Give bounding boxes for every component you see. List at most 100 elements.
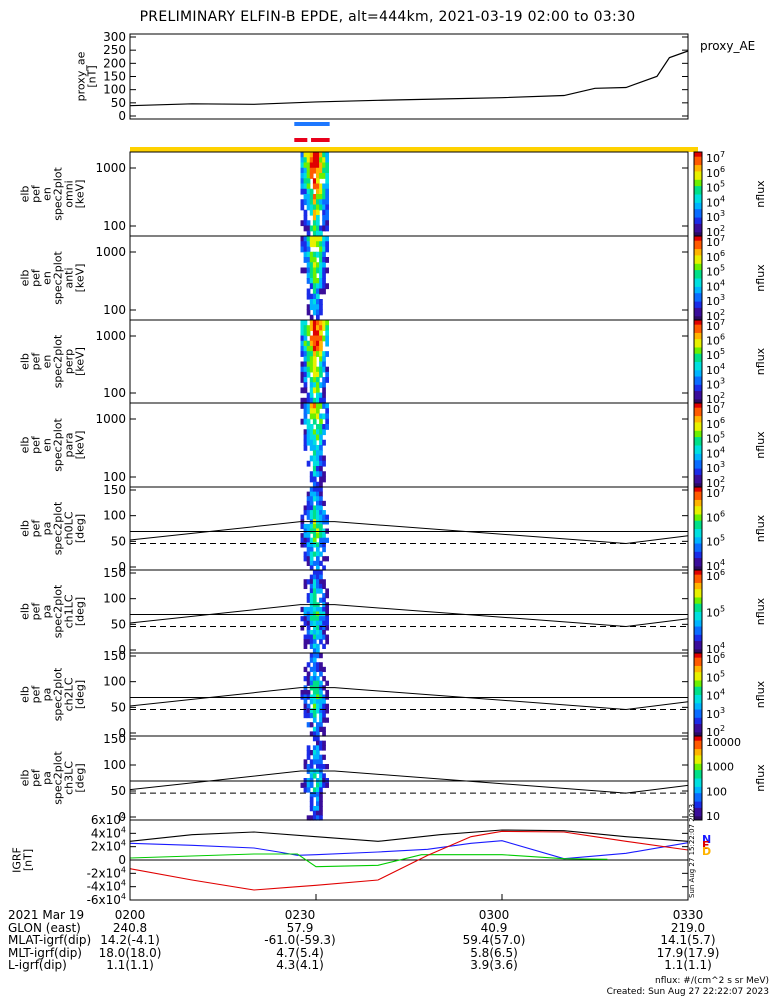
spectrogram-pixel (312, 361, 317, 368)
footer-row-label: MLAT-igrf(dip) (8, 933, 92, 947)
spectrogram-pixel (325, 225, 329, 232)
spectrogram-pixel (322, 782, 326, 788)
colorbar-step (694, 723, 702, 727)
spectrogram-pixel (312, 366, 317, 373)
colorbar-tick-label: 105 (706, 534, 725, 549)
spectrogram-pixel (319, 754, 323, 760)
spectrogram-pixel (316, 194, 320, 200)
colorbar-step (694, 392, 702, 396)
spectrogram-pixel (319, 251, 323, 258)
colorbar-step (694, 400, 702, 404)
ylabel-line: en (41, 438, 54, 452)
spectrogram-pixel (316, 583, 320, 590)
spectrogram-pixel (300, 335, 305, 342)
spectrogram-pixel (306, 764, 311, 770)
spectrogram-pixel (303, 759, 308, 765)
colorbar-step (694, 605, 702, 608)
spectrogram-pixel (300, 403, 305, 409)
colorbar-step (694, 551, 702, 554)
y-tick-label: 1000 (95, 412, 126, 426)
spectrogram-pixel (319, 653, 323, 659)
spectrogram-pixel (325, 593, 329, 599)
spectrogram-pixel (312, 439, 317, 446)
spectrogram-pixel (300, 267, 305, 274)
spectrogram-pixel (306, 188, 311, 195)
spectrogram-pixel (319, 262, 323, 269)
colorbar-step (694, 557, 702, 561)
spectrogram-pixel (322, 382, 326, 389)
y-tick-label: 100 (103, 386, 126, 400)
spectrogram-pixel (316, 565, 320, 571)
colorbar-step (694, 684, 702, 687)
spectrogram-pixel (312, 157, 317, 164)
spectrogram-pixel (303, 676, 308, 682)
colorbar-step (694, 673, 702, 677)
spectrogram-pixel (319, 351, 323, 357)
spectrogram-pixel (303, 703, 308, 709)
colorbar-tick-label: 105 (706, 669, 725, 684)
spectrogram-pixel (300, 782, 305, 788)
ylabel-line: spec2plot (52, 501, 65, 555)
spectrogram-pixel (312, 429, 317, 436)
spectrogram-pixel (322, 606, 326, 613)
spectrogram-pixel (303, 505, 308, 511)
spectrogram-pixel (309, 731, 314, 737)
colorbar-step (694, 340, 702, 344)
spectrogram-pixel (312, 620, 317, 626)
spectrogram-pixel (319, 773, 323, 779)
colorbar-step (694, 430, 702, 433)
spectrogram-pixel (316, 309, 320, 316)
colorbar-step (694, 187, 702, 191)
colorbar-label-text: nflux (754, 431, 767, 459)
spectrogram-pixel (316, 450, 320, 457)
colorbar-step (694, 210, 702, 214)
colorbar-tick-label: 106 (706, 416, 725, 431)
colorbar-step (694, 725, 702, 729)
colorbar-step (694, 765, 702, 768)
spectrogram-pixel (312, 676, 317, 682)
colorbar-step (694, 384, 702, 387)
spectrogram-pixel (319, 717, 323, 723)
spectrogram-pixel (325, 209, 329, 216)
spectrogram-pixel (303, 167, 308, 174)
spectrogram-pixel (312, 806, 317, 812)
ylabel-line: omni (63, 180, 76, 207)
igrf-series-N (129, 840, 689, 860)
spectrogram-pixel (312, 634, 317, 640)
colorbar-step (694, 152, 702, 155)
spectrogram-pixel (325, 330, 329, 337)
ylabel-line: [keV] (74, 264, 87, 293)
colorbar-step (694, 403, 702, 406)
colorbar-step (694, 263, 702, 266)
colorbar-step (694, 594, 702, 598)
colorbar-step (694, 284, 702, 287)
spectrogram-pixel (306, 194, 311, 200)
spectrogram-pixel (319, 699, 323, 705)
spectrogram-pixel (322, 356, 326, 363)
colorbar-step (694, 413, 702, 417)
spectrogram-pixel (322, 625, 326, 631)
spectrogram-pixel (300, 361, 305, 368)
colorbar-step (694, 466, 702, 469)
colorbar-step (694, 621, 702, 625)
spectrogram-pixel (316, 523, 320, 530)
spectrogram-pixel (309, 496, 314, 502)
ylabel-proxy_ae: proxy_ae[nT] (75, 51, 99, 101)
spectrogram-pixel (312, 236, 317, 242)
spectrogram-pixel (306, 157, 311, 164)
spectrogram-pixel (309, 471, 314, 478)
colorbar-step (694, 440, 702, 444)
colorbar-step (694, 278, 702, 281)
colorbar-step (694, 596, 702, 600)
spectrogram-pixel (316, 634, 320, 640)
spectrogram-pixel (316, 314, 320, 321)
colorbar-label-text: nflux (754, 764, 767, 792)
colorbar-step (694, 338, 702, 342)
colorbar-tick-label: 105 (706, 264, 725, 279)
spectrogram-pixel (303, 371, 308, 378)
footer-value: 5.8(6.5) (470, 945, 518, 960)
spectrogram-pixel (309, 801, 314, 807)
spectrogram-pixel (322, 335, 326, 342)
